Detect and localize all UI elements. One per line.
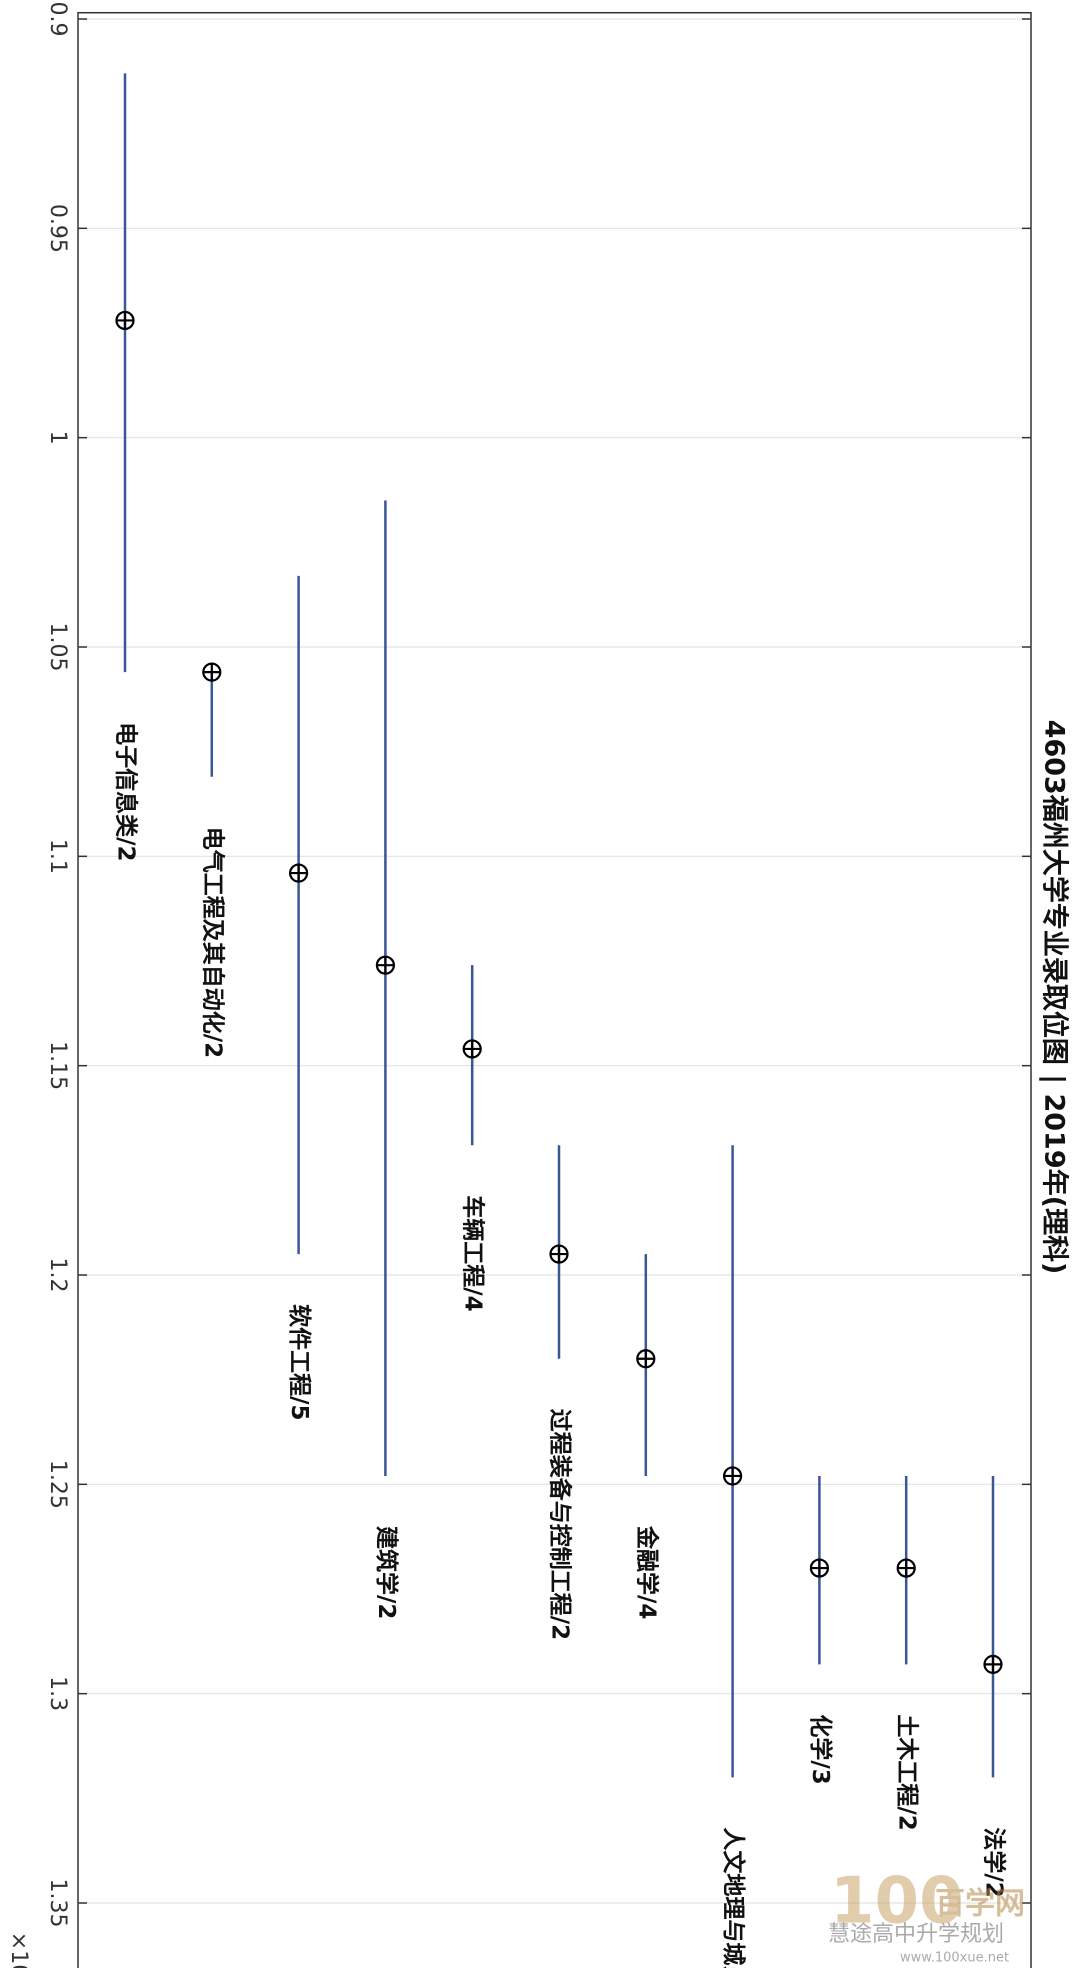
axis-multiplier: ×10 — [6, 1932, 31, 1968]
category-label: 过程装备与控制工程/2 — [547, 1409, 574, 1640]
y-tick-label: 1.35 — [45, 1879, 70, 1928]
y-tick-label: 1.15 — [45, 1041, 70, 1090]
mid-marker — [462, 1039, 482, 1059]
y-tick-label: 1.3 — [45, 1676, 70, 1711]
watermark-url: www.100xue.net — [900, 1951, 1009, 1966]
y-tick-label: 1.05 — [45, 623, 70, 672]
watermark: 100 百学网 慧途高中升学规划 www.100xue.net — [828, 1865, 1025, 1966]
mid-marker — [983, 1654, 1003, 1674]
mid-marker — [202, 662, 222, 682]
mid-marker — [896, 1558, 916, 1578]
mid-marker — [289, 863, 309, 883]
y-tick-label: 0.95 — [45, 204, 70, 253]
category-label: 法学/2 — [981, 1827, 1008, 1897]
category-label: 人文地理与城乡规划/2 — [720, 1827, 747, 1968]
watermark-slogan: 慧途高中升学规划 — [828, 1922, 1004, 1947]
y-tick-label: 1.1 — [45, 839, 70, 874]
y-tick-label: 1 — [45, 431, 70, 445]
mid-marker — [636, 1349, 656, 1369]
category-label: 建筑学/2 — [373, 1526, 400, 1619]
mid-marker — [375, 955, 395, 975]
mid-marker — [809, 1558, 829, 1578]
chart-title: 4603福州大学专业录取位图 | 2019年(理科) — [1039, 720, 1071, 1275]
category-label: 软件工程/5 — [286, 1304, 313, 1420]
category-label: 电气工程及其自动化/2 — [199, 827, 226, 1058]
mid-marker — [723, 1466, 743, 1486]
category-label: 电子信息类/2 — [113, 722, 140, 861]
category-label: 土木工程/2 — [894, 1714, 920, 1830]
rotated-plot: 4603福州大学专业录取位图 | 2019年(理科) 0.9 0.95 1 1.05 1… — [6, 2, 1071, 1968]
y-tick-label: 0.9 — [45, 2, 70, 37]
plot-frame — [77, 11, 1032, 1968]
category-label: 车辆工程/4 — [460, 1195, 487, 1311]
watermark-logo: 100 — [830, 1865, 964, 1939]
y-tick-label: 1.2 — [45, 1258, 70, 1293]
mid-marker — [549, 1244, 569, 1264]
category-label: 金融学/4 — [633, 1525, 660, 1619]
y-tick-label: 1.25 — [45, 1460, 70, 1509]
category-label: 化学/3 — [807, 1714, 834, 1784]
mid-marker — [115, 310, 135, 331]
watermark-brand: 百学网 — [935, 1887, 1025, 1922]
